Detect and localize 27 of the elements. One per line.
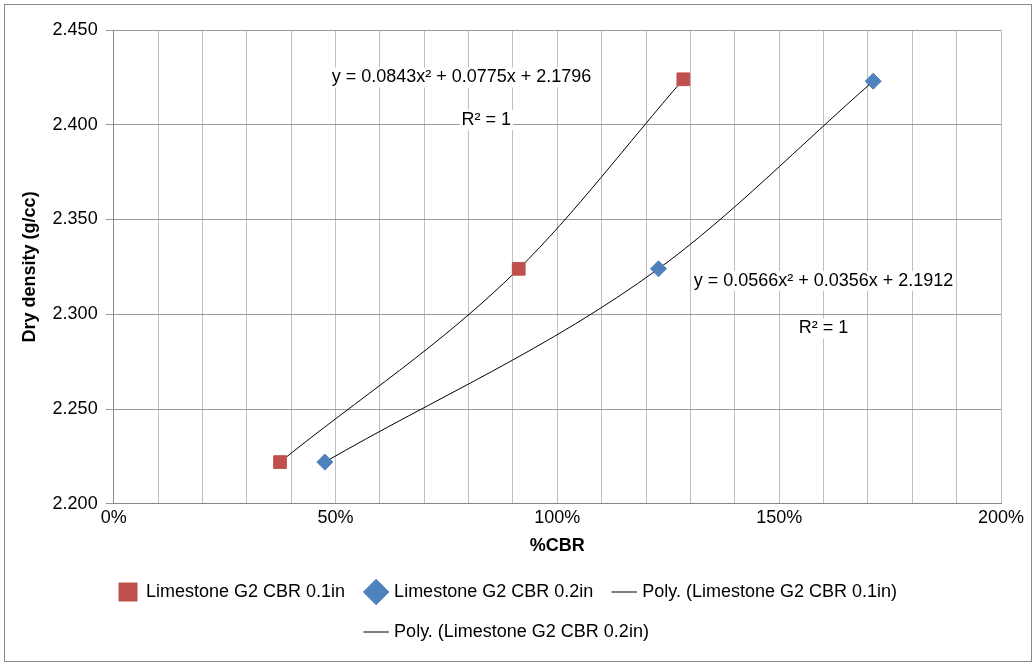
y-tick-label: 2.200 — [52, 492, 98, 513]
y-tick-label: 2.400 — [52, 113, 98, 134]
x-tick-label: 0% — [100, 506, 127, 527]
point — [649, 260, 667, 278]
point — [273, 455, 287, 469]
y-tick-label: 2.450 — [52, 18, 98, 39]
x-tick-label: 100% — [534, 506, 581, 527]
legend-label: Limestone G2 CBR 0.1in — [146, 580, 346, 601]
x-tick-label: 50% — [317, 506, 354, 527]
legend-label: Poly. (Limestone G2 CBR 0.2in) — [394, 620, 649, 641]
legend-label: Limestone G2 CBR 0.2in — [394, 580, 594, 601]
annotation: y = 0.0843x² + 0.0775x + 2.1796 — [331, 66, 592, 87]
x-tick-label: 200% — [977, 506, 1025, 527]
legend-label: Poly. (Limestone G2 CBR 0.1in) — [642, 580, 897, 601]
x-tick-label: 150% — [756, 506, 803, 527]
y-tick-label: 2.300 — [52, 303, 98, 324]
point — [676, 72, 691, 87]
point — [511, 261, 526, 276]
point — [864, 72, 882, 90]
y-axis-title: Dry density (g/cc) — [18, 191, 39, 343]
annotation: R² = 1 — [798, 317, 849, 338]
annotation: R² = 1 — [461, 108, 512, 129]
point — [316, 453, 334, 471]
x-axis-title: %CBR — [529, 535, 585, 556]
annotation: y = 0.0566x² + 0.0356x + 2.1912 — [693, 270, 954, 291]
y-tick-label: 2.350 — [52, 208, 98, 229]
y-tick-label: 2.250 — [52, 398, 98, 419]
